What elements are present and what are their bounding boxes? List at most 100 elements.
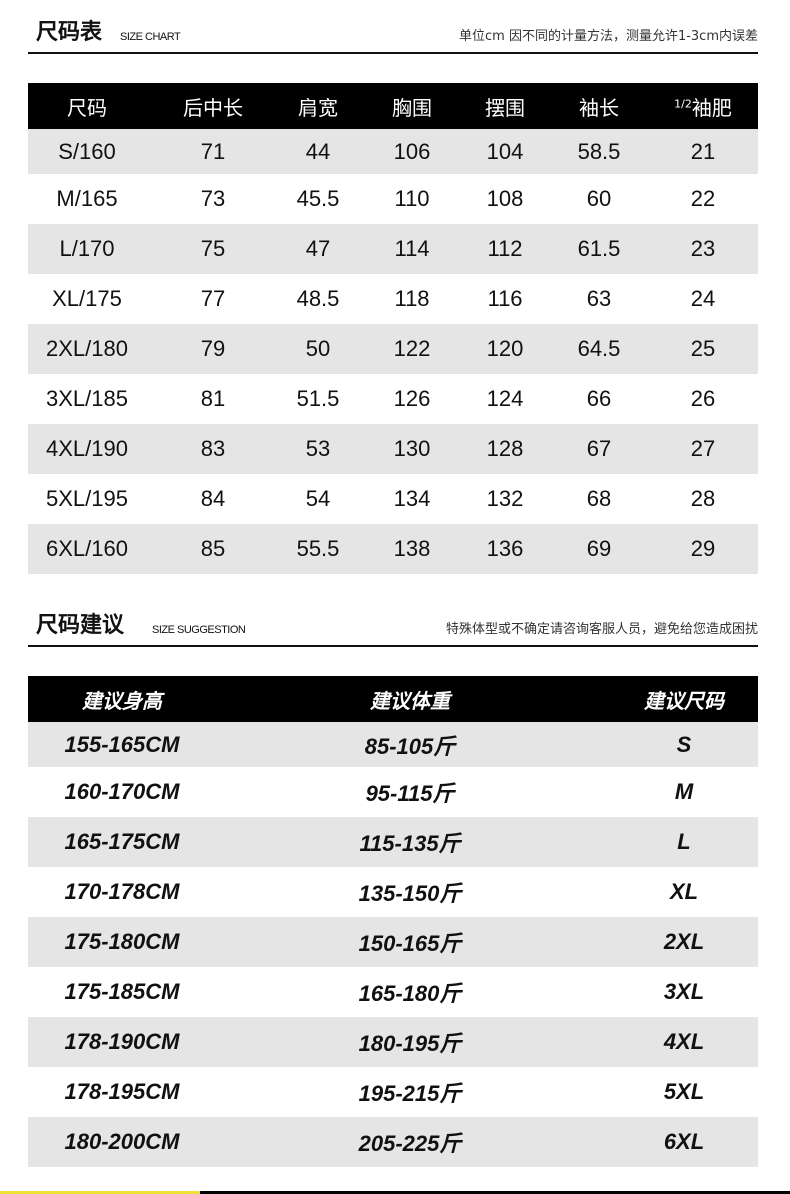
size-suggestion-header: 尺码建议 SIZE SUGGESTION 特殊体型或不确定请咨询客服人员，避免给… <box>28 613 758 647</box>
table-cell: 195-215斤 <box>358 1081 462 1106</box>
table-cell: 178-195CM <box>64 1079 180 1104</box>
table-cell: 118 <box>394 286 430 311</box>
column-header: 袖长 <box>579 92 619 121</box>
table-cell: 5XL/195 <box>46 486 128 511</box>
table-cell: 24 <box>690 286 716 311</box>
header-label: 肩宽 <box>298 95 338 120</box>
table-cell: 132 <box>486 486 524 511</box>
table-cell: 4XL/190 <box>46 436 128 461</box>
table-cell: 51.5 <box>296 386 340 411</box>
header-fraction: 1/2 <box>674 96 692 110</box>
table-cell: 175-180CM <box>64 929 180 954</box>
table-cell: 104 <box>486 138 524 164</box>
header-label: 袖肥 <box>691 95 732 120</box>
table-header-row: 尺码 后中长 肩宽 胸围 摆围 袖长 1/2袖肥 <box>28 83 758 129</box>
table-cell: 120 <box>486 336 524 361</box>
table-cell: 75 <box>200 236 226 261</box>
table-cell: 68 <box>586 486 612 511</box>
table-cell: 124 <box>486 386 524 411</box>
table-row: 160-170CM 95-115斤 M <box>28 767 758 817</box>
table-cell: M <box>674 779 694 804</box>
table-cell: 138 <box>393 536 431 561</box>
size-chart-title: 尺码表 <box>36 20 103 45</box>
header-label: 建议身高 <box>82 688 162 713</box>
table-cell: L <box>677 829 691 854</box>
table-cell: 71 <box>200 138 226 164</box>
column-header: 建议体重 <box>370 685 450 714</box>
column-header: 肩宽 <box>298 92 338 121</box>
table-row: 170-178CM 135-150斤 XL <box>28 867 758 917</box>
header-label: 胸围 <box>392 95 432 120</box>
table-cell: 79 <box>200 336 226 361</box>
table-cell: 112 <box>487 236 523 261</box>
header-label: 建议体重 <box>370 688 450 713</box>
table-row: 180-200CM 205-225斤 6XL <box>28 1117 758 1167</box>
table-cell: S/160 <box>58 138 116 164</box>
table-cell: 23 <box>690 236 716 261</box>
table-cell: 47 <box>305 236 331 261</box>
table-cell: 95-115斤 <box>365 781 455 806</box>
column-header: 建议身高 <box>82 685 162 714</box>
table-header-row: 建议身高 建议体重 建议尺码 <box>28 676 758 722</box>
header-label: 尺码 <box>67 95 107 120</box>
table-cell: 28 <box>690 486 716 511</box>
header-label: 袖长 <box>579 95 619 120</box>
table-cell: 48.5 <box>296 286 340 311</box>
table-row: 3XL/185 81 51.5 126 124 66 26 <box>28 374 758 424</box>
table-cell: 205-225斤 <box>358 1131 462 1156</box>
table-cell: 2XL/180 <box>46 336 128 361</box>
column-header: 建议尺码 <box>644 685 724 714</box>
table-cell: 53 <box>305 436 331 461</box>
table-row: M/165 73 45.5 110 108 60 22 <box>28 174 758 224</box>
table-cell: XL <box>669 879 699 904</box>
table-cell: 66 <box>586 386 612 411</box>
table-row: 178-195CM 195-215斤 5XL <box>28 1067 758 1117</box>
table-cell: 27 <box>690 436 716 461</box>
divider-bar <box>200 1191 790 1194</box>
table-cell: S <box>676 731 692 757</box>
table-cell: 6XL <box>663 1129 705 1154</box>
table-cell: M/165 <box>56 186 118 211</box>
table-row: 165-175CM 115-135斤 L <box>28 817 758 867</box>
table-row: L/170 75 47 114 112 61.5 23 <box>28 224 758 274</box>
table-row: 2XL/180 79 50 122 120 64.5 25 <box>28 324 758 374</box>
table-cell: 64.5 <box>577 336 621 361</box>
size-suggestion-table: 建议身高 建议体重 建议尺码 155-165CM 85-105斤 S 160-170CM 95… <box>28 676 758 1167</box>
header-label: 摆围 <box>485 95 525 120</box>
table-cell: 130 <box>393 436 431 461</box>
table-cell: 21 <box>690 138 716 164</box>
table-row: 5XL/195 84 54 134 132 68 28 <box>28 474 758 524</box>
table-cell: 50 <box>305 336 331 361</box>
table-cell: 5XL <box>663 1079 705 1104</box>
table-row: 6XL/160 85 55.5 138 136 69 29 <box>28 524 758 574</box>
size-chart-note: 单位cm 因不同的计量方法，测量允许1-3cm内误差 <box>459 29 758 44</box>
table-cell: 114 <box>394 236 430 261</box>
size-suggestion-subtitle: SIZE SUGGESTION <box>152 624 246 636</box>
table-cell: 44 <box>305 138 331 164</box>
accent-bar <box>0 1191 200 1194</box>
size-chart-table: 尺码 后中长 肩宽 胸围 摆围 袖长 1/2袖肥 S/160 71 44 106 104 58.5 21 M… <box>28 83 758 574</box>
table-cell: 3XL/185 <box>46 386 128 411</box>
table-cell: 85 <box>200 536 226 561</box>
table-cell: 175-185CM <box>64 979 180 1004</box>
table-cell: 126 <box>393 386 431 411</box>
table-cell: 160-170CM <box>64 779 180 804</box>
table-cell: 178-190CM <box>64 1029 180 1054</box>
table-cell: L/170 <box>59 236 115 261</box>
table-cell: 122 <box>393 336 431 361</box>
table-cell: 3XL <box>663 979 705 1004</box>
table-row: 155-165CM 85-105斤 S <box>28 722 758 767</box>
table-cell: 54 <box>305 486 331 511</box>
table-cell: 170-178CM <box>64 879 180 904</box>
table-cell: 81 <box>200 386 226 411</box>
table-cell: 60 <box>586 186 612 211</box>
column-header: 尺码 <box>67 92 107 121</box>
table-cell: 116 <box>487 286 523 311</box>
table-row: 178-190CM 180-195斤 4XL <box>28 1017 758 1067</box>
table-cell: 55.5 <box>296 536 340 561</box>
table-cell: 61.5 <box>577 236 621 261</box>
table-cell: 4XL <box>663 1029 705 1054</box>
table-cell: 85-105斤 <box>364 733 456 759</box>
size-chart-header: 尺码表 SIZE CHART 单位cm 因不同的计量方法，测量允许1-3cm内误… <box>28 20 758 54</box>
column-header: 胸围 <box>392 92 432 121</box>
